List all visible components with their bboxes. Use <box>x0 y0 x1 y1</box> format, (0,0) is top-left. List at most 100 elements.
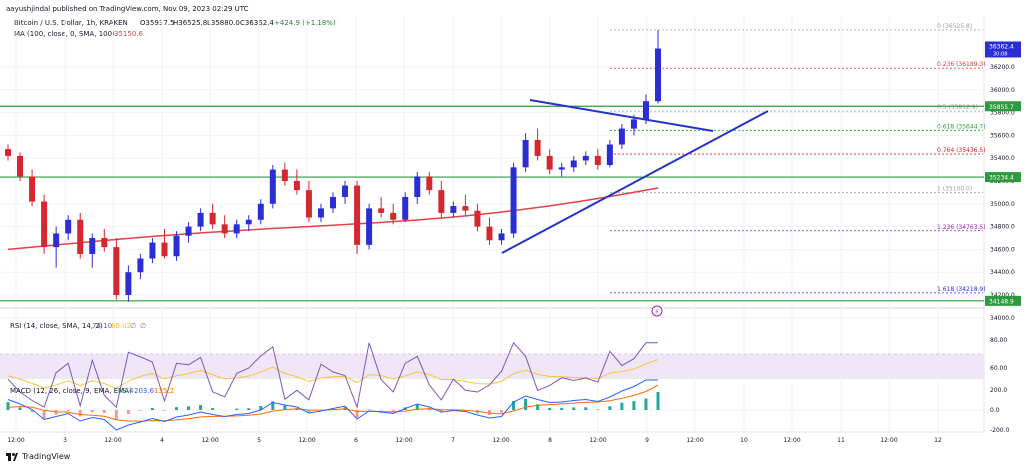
time-axis-tick: 12:00 <box>589 437 606 444</box>
macd-histogram-bar <box>632 401 636 410</box>
candle-body <box>414 176 421 197</box>
price-axis-tick: 34600.0 <box>990 246 1015 253</box>
time-axis-tick: 12:00 <box>686 437 703 444</box>
macd-histogram-bar <box>247 408 251 410</box>
tradingview-logo-icon <box>6 452 18 461</box>
candle-body <box>89 238 96 254</box>
macd-histogram-bar <box>259 406 263 410</box>
descending-trendline <box>529 99 714 132</box>
macd-histogram-bar <box>18 407 22 410</box>
macd-axis-tick: -200.0 <box>990 427 1010 434</box>
candle-body <box>498 233 505 241</box>
time-axis-tick: 7 <box>451 437 455 444</box>
fib-level-label: 1 (35100.0) <box>937 185 972 192</box>
candle-body <box>390 212 397 220</box>
macd-histogram-bar <box>78 410 82 417</box>
price-badge-bg <box>985 172 1021 183</box>
rsi-label: RSI (14, close, SMA, 14, 2) <box>10 322 103 330</box>
candles-layer <box>5 29 661 302</box>
time-axis-tick: 4 <box>160 437 164 444</box>
candle-body <box>197 212 204 227</box>
fib-layer: 0 (36525.8) 0.236 (36189.3) 0.5 (35812.9) 0… <box>610 23 986 294</box>
macd-axis-tick: 0.0 <box>990 407 1000 414</box>
candle-body <box>161 242 168 257</box>
candle-body <box>125 272 132 295</box>
time-axis-tick: 12:00 <box>880 437 897 444</box>
price-badge-label: 35234.4 <box>989 175 1014 182</box>
rsi-band <box>0 354 984 377</box>
macd-value-1: 68.4 <box>118 387 134 395</box>
macd-histogram-bar <box>415 404 419 410</box>
macd-histogram-bar <box>656 392 660 410</box>
macd-histogram-bar <box>391 410 395 412</box>
time-axis-tick: 12:00 <box>201 437 218 444</box>
ohlc-high: H36525.8 <box>173 19 207 27</box>
macd-histogram-bar <box>6 402 10 410</box>
macd-histogram-bar <box>536 404 540 410</box>
rsi-value-2: 66.02 <box>111 322 131 330</box>
macd-histogram-bar <box>66 410 70 412</box>
macd-histogram-bar <box>524 398 528 410</box>
ohlc-change: +424.9 (+1.18%) <box>274 19 336 27</box>
candle-body <box>53 233 60 248</box>
macd-histogram-bar <box>138 410 142 411</box>
time-axis-tick: 5 <box>257 437 261 444</box>
candle-body <box>655 48 661 102</box>
candle-body <box>5 149 11 156</box>
rsi-signal-line <box>7 359 659 389</box>
macd-histogram-bar <box>608 406 612 410</box>
fib-level-label: 0.764 (35436.5) <box>937 147 986 154</box>
candle-body <box>77 219 84 254</box>
macd-histogram-bar <box>30 410 34 413</box>
ohlc-open: O35937.5 <box>140 19 174 27</box>
footer-brand[interactable]: TradingView <box>6 452 70 461</box>
rsi-value-4: ∅ <box>140 322 146 330</box>
candle-body <box>293 181 300 191</box>
candle-body <box>269 169 276 204</box>
candle-body <box>29 176 36 202</box>
candle-body <box>317 208 324 218</box>
ascending-trendline <box>501 110 769 254</box>
time-axis-tick: 8 <box>548 437 552 444</box>
macd-line <box>7 379 658 431</box>
macd-label: MACD (12, 26, close, 9, EMA, EMA) <box>10 387 132 395</box>
time-axis-tick: 12:00 <box>104 437 121 444</box>
candle-body <box>606 144 613 166</box>
macd-histogram-bar <box>512 401 516 410</box>
candle-body <box>534 139 541 156</box>
time-axis-tick: 12:00 <box>783 437 800 444</box>
candle-body <box>281 169 288 181</box>
candle-body <box>510 167 517 234</box>
time-axis-tick: 6 <box>354 437 358 444</box>
macd-histogram-bar <box>548 407 552 410</box>
fib-level-label: 0.618 (35644.7) <box>937 123 986 130</box>
rsi-value-1: 74.10 <box>92 322 112 330</box>
candle-body <box>366 208 373 245</box>
macd-histogram-bar <box>175 407 179 410</box>
macd-value-3: 135.2 <box>154 387 174 395</box>
macd-histogram-bar <box>584 407 588 410</box>
candle-body <box>233 224 240 234</box>
macd-histogram-bar <box>620 402 624 410</box>
candle-body <box>149 242 156 259</box>
price-badge-bg <box>985 295 1021 306</box>
time-axis-tick: 10 <box>740 437 748 444</box>
macd-histogram-bar <box>307 410 311 414</box>
macd-histogram-bar <box>560 408 564 410</box>
price-axis-tick: 36200.0 <box>990 64 1015 71</box>
footer-brand-text: TradingView <box>22 452 71 461</box>
current-price-countdown: 30:08 <box>993 51 1007 57</box>
fib-level-label: 1.236 (34763.5) <box>937 224 986 231</box>
candle-body <box>426 176 433 191</box>
candle-body <box>65 219 72 234</box>
rsi-axis-tick: 60.00 <box>990 365 1007 372</box>
ma-value: 35150.6 <box>114 30 143 38</box>
alert-icon[interactable] <box>651 305 663 317</box>
candle-body <box>245 219 252 225</box>
published-by-text: aayushjindal published on TradingView.co… <box>6 5 249 13</box>
current-price-badge <box>985 41 1021 58</box>
price-axis-tick: 35600.0 <box>990 132 1015 139</box>
